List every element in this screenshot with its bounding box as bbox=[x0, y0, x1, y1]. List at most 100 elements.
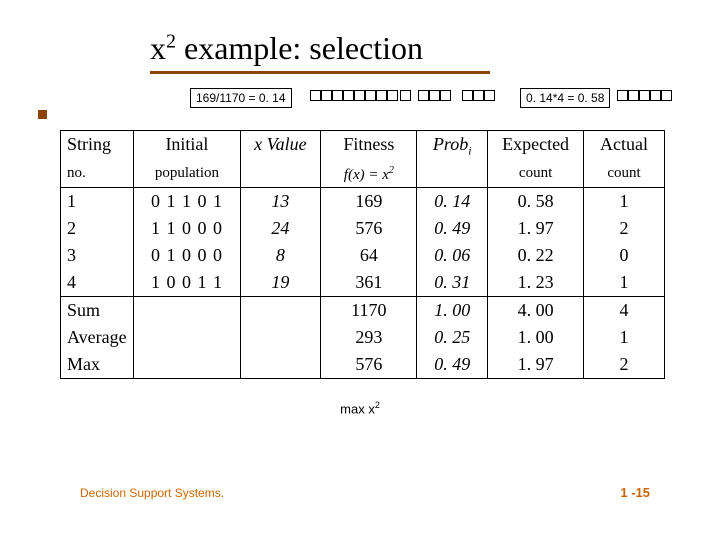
table-cell: 1. 00 bbox=[417, 296, 488, 324]
placeholder-group bbox=[617, 90, 672, 101]
placeholder-square-icon bbox=[332, 90, 343, 101]
table-cell bbox=[134, 351, 240, 379]
annotation-box-left: 169/1170 = 0. 14 bbox=[190, 88, 292, 108]
hdr2-fx: f(x) = x2 bbox=[321, 162, 417, 188]
table-cell: 0. 49 bbox=[417, 351, 488, 379]
hdr-prob: Probi bbox=[417, 131, 488, 162]
hdr2-no: no. bbox=[61, 162, 134, 188]
placeholder-group bbox=[400, 90, 411, 101]
placeholder-square-icon bbox=[310, 90, 321, 101]
table-cell bbox=[134, 324, 240, 351]
table-cell: 2 bbox=[61, 215, 134, 242]
table-cell: 1 bbox=[61, 187, 134, 215]
table-cell: 19 bbox=[240, 269, 321, 297]
table-cell: 576 bbox=[321, 215, 417, 242]
placeholder-group bbox=[462, 90, 495, 101]
placeholder-square-icon bbox=[365, 90, 376, 101]
hdr-prob-text: Prob bbox=[433, 134, 468, 154]
hdr-prob-sub: i bbox=[468, 144, 471, 158]
table-cell bbox=[240, 351, 321, 379]
table-cell: Sum bbox=[61, 296, 134, 324]
table-cell: 1 bbox=[584, 187, 665, 215]
selection-table: String Initial x Value Fitness Probi Exp… bbox=[60, 130, 665, 379]
table-row: 10 1 1 0 1131690. 140. 581 bbox=[61, 187, 665, 215]
placeholder-square-icon bbox=[354, 90, 365, 101]
placeholder-square-icon bbox=[661, 90, 672, 101]
placeholder-square-icon bbox=[484, 90, 495, 101]
caption-text: max x bbox=[340, 401, 375, 416]
placeholder-square-icon bbox=[418, 90, 429, 101]
table-row: 30 1 0 0 08640. 060. 220 bbox=[61, 242, 665, 269]
table-summary-row: Average2930. 251. 001 bbox=[61, 324, 665, 351]
placeholder-square-icon bbox=[400, 90, 411, 101]
annotation-box-right: 0. 14*4 = 0. 58 bbox=[520, 88, 610, 108]
table-row: 21 1 0 0 0245760. 491. 972 bbox=[61, 215, 665, 242]
table-summary-row: Sum11701. 004. 004 bbox=[61, 296, 665, 324]
hdr2-pop: population bbox=[134, 162, 240, 188]
footer-left: Decision Support Systems. bbox=[80, 486, 224, 500]
table-cell: 0 1 0 0 0 bbox=[134, 242, 240, 269]
table-cell bbox=[240, 324, 321, 351]
table-cell: 2 bbox=[584, 351, 665, 379]
placeholder-square-icon bbox=[462, 90, 473, 101]
hdr-xvalue: x Value bbox=[240, 131, 321, 162]
placeholder-square-icon bbox=[387, 90, 398, 101]
hdr2-fx-text: f(x) = x bbox=[344, 167, 389, 183]
table-cell: 293 bbox=[321, 324, 417, 351]
caption-exp: 2 bbox=[375, 400, 380, 410]
table-cell: 2 bbox=[584, 215, 665, 242]
table-cell bbox=[134, 296, 240, 324]
hdr-xvalue-text: x Value bbox=[254, 134, 306, 154]
table-cell: 13 bbox=[240, 187, 321, 215]
table-cell: 1 bbox=[584, 324, 665, 351]
table-cell: 4 bbox=[61, 269, 134, 297]
table-cell: 24 bbox=[240, 215, 321, 242]
table-cell: 0. 25 bbox=[417, 324, 488, 351]
title-var: x bbox=[150, 30, 166, 66]
placeholder-group bbox=[310, 90, 398, 101]
table-cell: 1170 bbox=[321, 296, 417, 324]
title-suffix: example: selection bbox=[176, 30, 423, 66]
table-cell: 1. 97 bbox=[488, 351, 584, 379]
hdr-string: String bbox=[61, 131, 134, 162]
placeholder-square-icon bbox=[650, 90, 661, 101]
table-cell: 0. 49 bbox=[417, 215, 488, 242]
table-cell: 361 bbox=[321, 269, 417, 297]
table-body-data: 10 1 1 0 1131690. 140. 58121 1 0 0 02457… bbox=[61, 187, 665, 296]
hdr-fitness: Fitness bbox=[321, 131, 417, 162]
placeholder-square-icon bbox=[376, 90, 387, 101]
hdr-expected: Expected bbox=[488, 131, 584, 162]
title-underline bbox=[150, 71, 490, 74]
table-summary-row: Max5760. 491. 972 bbox=[61, 351, 665, 379]
hdr-initial: Initial bbox=[134, 131, 240, 162]
table-cell: 1 1 0 0 0 bbox=[134, 215, 240, 242]
table-cell: 1 bbox=[584, 269, 665, 297]
table-row: 41 0 0 1 1193610. 311. 231 bbox=[61, 269, 665, 297]
placeholder-group bbox=[418, 90, 451, 101]
slide: x2 example: selection 169/1170 = 0. 14 0… bbox=[0, 0, 720, 540]
table-cell: 64 bbox=[321, 242, 417, 269]
table-cell: 0. 58 bbox=[488, 187, 584, 215]
hdr2-fx-exp: 2 bbox=[389, 165, 394, 176]
table-cell: 1. 97 bbox=[488, 215, 584, 242]
table-cell: 0. 31 bbox=[417, 269, 488, 297]
table-cell: 576 bbox=[321, 351, 417, 379]
table-cell: 0. 22 bbox=[488, 242, 584, 269]
table-cell: Average bbox=[61, 324, 134, 351]
table-cell: 0 1 1 0 1 bbox=[134, 187, 240, 215]
slide-title: x2 example: selection bbox=[150, 30, 590, 71]
placeholder-square-icon bbox=[440, 90, 451, 101]
hdr2-count2: count bbox=[584, 162, 665, 188]
placeholder-square-icon bbox=[628, 90, 639, 101]
data-table: String Initial x Value Fitness Probi Exp… bbox=[60, 130, 665, 379]
title-exp: 2 bbox=[166, 30, 176, 52]
placeholder-square-icon bbox=[617, 90, 628, 101]
placeholder-square-icon bbox=[639, 90, 650, 101]
footer-right: 1 -15 bbox=[620, 485, 650, 500]
hdr2-blank1 bbox=[240, 162, 321, 188]
table-body-summary: Sum11701. 004. 004Average2930. 251. 001M… bbox=[61, 296, 665, 378]
placeholder-square-icon bbox=[343, 90, 354, 101]
caption: max x2 bbox=[0, 400, 720, 416]
table-cell: 0. 06 bbox=[417, 242, 488, 269]
table-cell: 1. 23 bbox=[488, 269, 584, 297]
